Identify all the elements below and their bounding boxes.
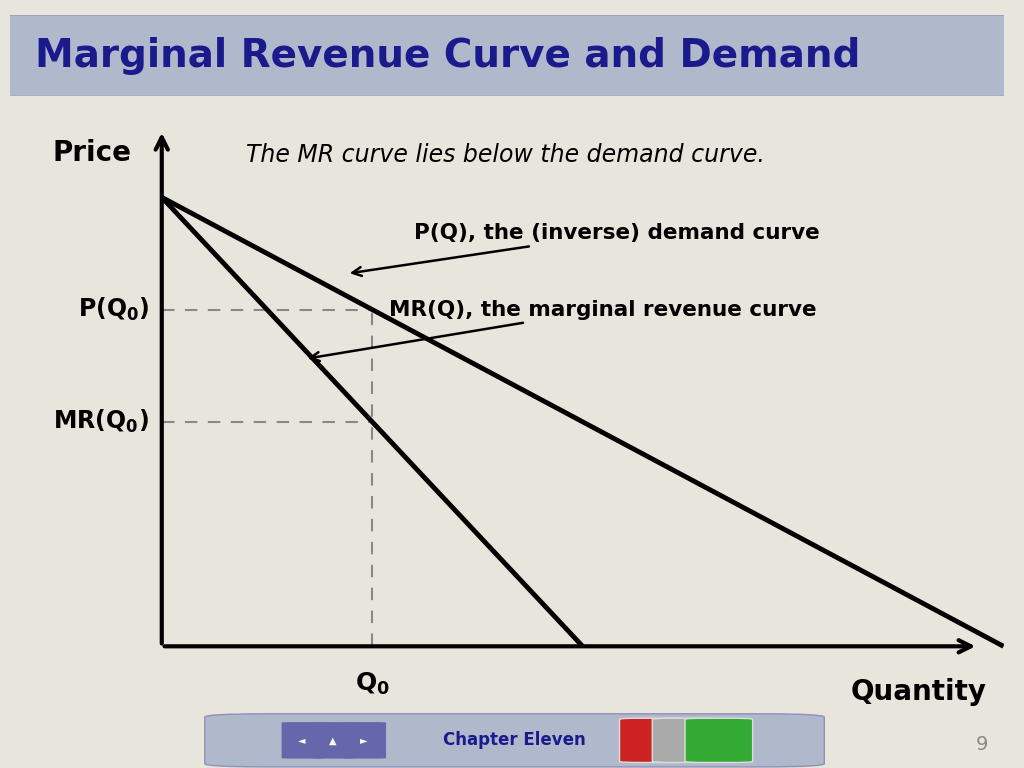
Text: Price: Price	[52, 139, 131, 167]
Text: MR(Q), the marginal revenue curve: MR(Q), the marginal revenue curve	[310, 300, 817, 361]
FancyBboxPatch shape	[685, 718, 753, 763]
FancyBboxPatch shape	[312, 722, 355, 759]
Text: ◄: ◄	[298, 735, 306, 746]
Text: 9: 9	[976, 735, 988, 754]
FancyBboxPatch shape	[652, 718, 720, 763]
Text: Marginal Revenue Curve and Demand: Marginal Revenue Curve and Demand	[35, 37, 860, 74]
FancyBboxPatch shape	[343, 722, 386, 759]
Text: Quantity: Quantity	[851, 677, 987, 706]
Text: $\mathbf{Q_0}$: $\mathbf{Q_0}$	[354, 671, 390, 697]
Text: $\mathbf{MR(Q_0)}$: $\mathbf{MR(Q_0)}$	[53, 409, 150, 435]
Text: ►: ►	[359, 735, 368, 746]
Text: P(Q), the (inverse) demand curve: P(Q), the (inverse) demand curve	[352, 223, 820, 276]
Text: Chapter Eleven: Chapter Eleven	[442, 731, 586, 750]
Text: $\mathbf{P(Q_0)}$: $\mathbf{P(Q_0)}$	[78, 296, 150, 323]
Text: The MR curve lies below the demand curve.: The MR curve lies below the demand curve…	[246, 144, 765, 167]
Text: ▲: ▲	[329, 735, 337, 746]
FancyBboxPatch shape	[205, 713, 824, 767]
FancyBboxPatch shape	[0, 15, 1024, 97]
FancyBboxPatch shape	[282, 722, 325, 759]
FancyBboxPatch shape	[620, 718, 687, 763]
